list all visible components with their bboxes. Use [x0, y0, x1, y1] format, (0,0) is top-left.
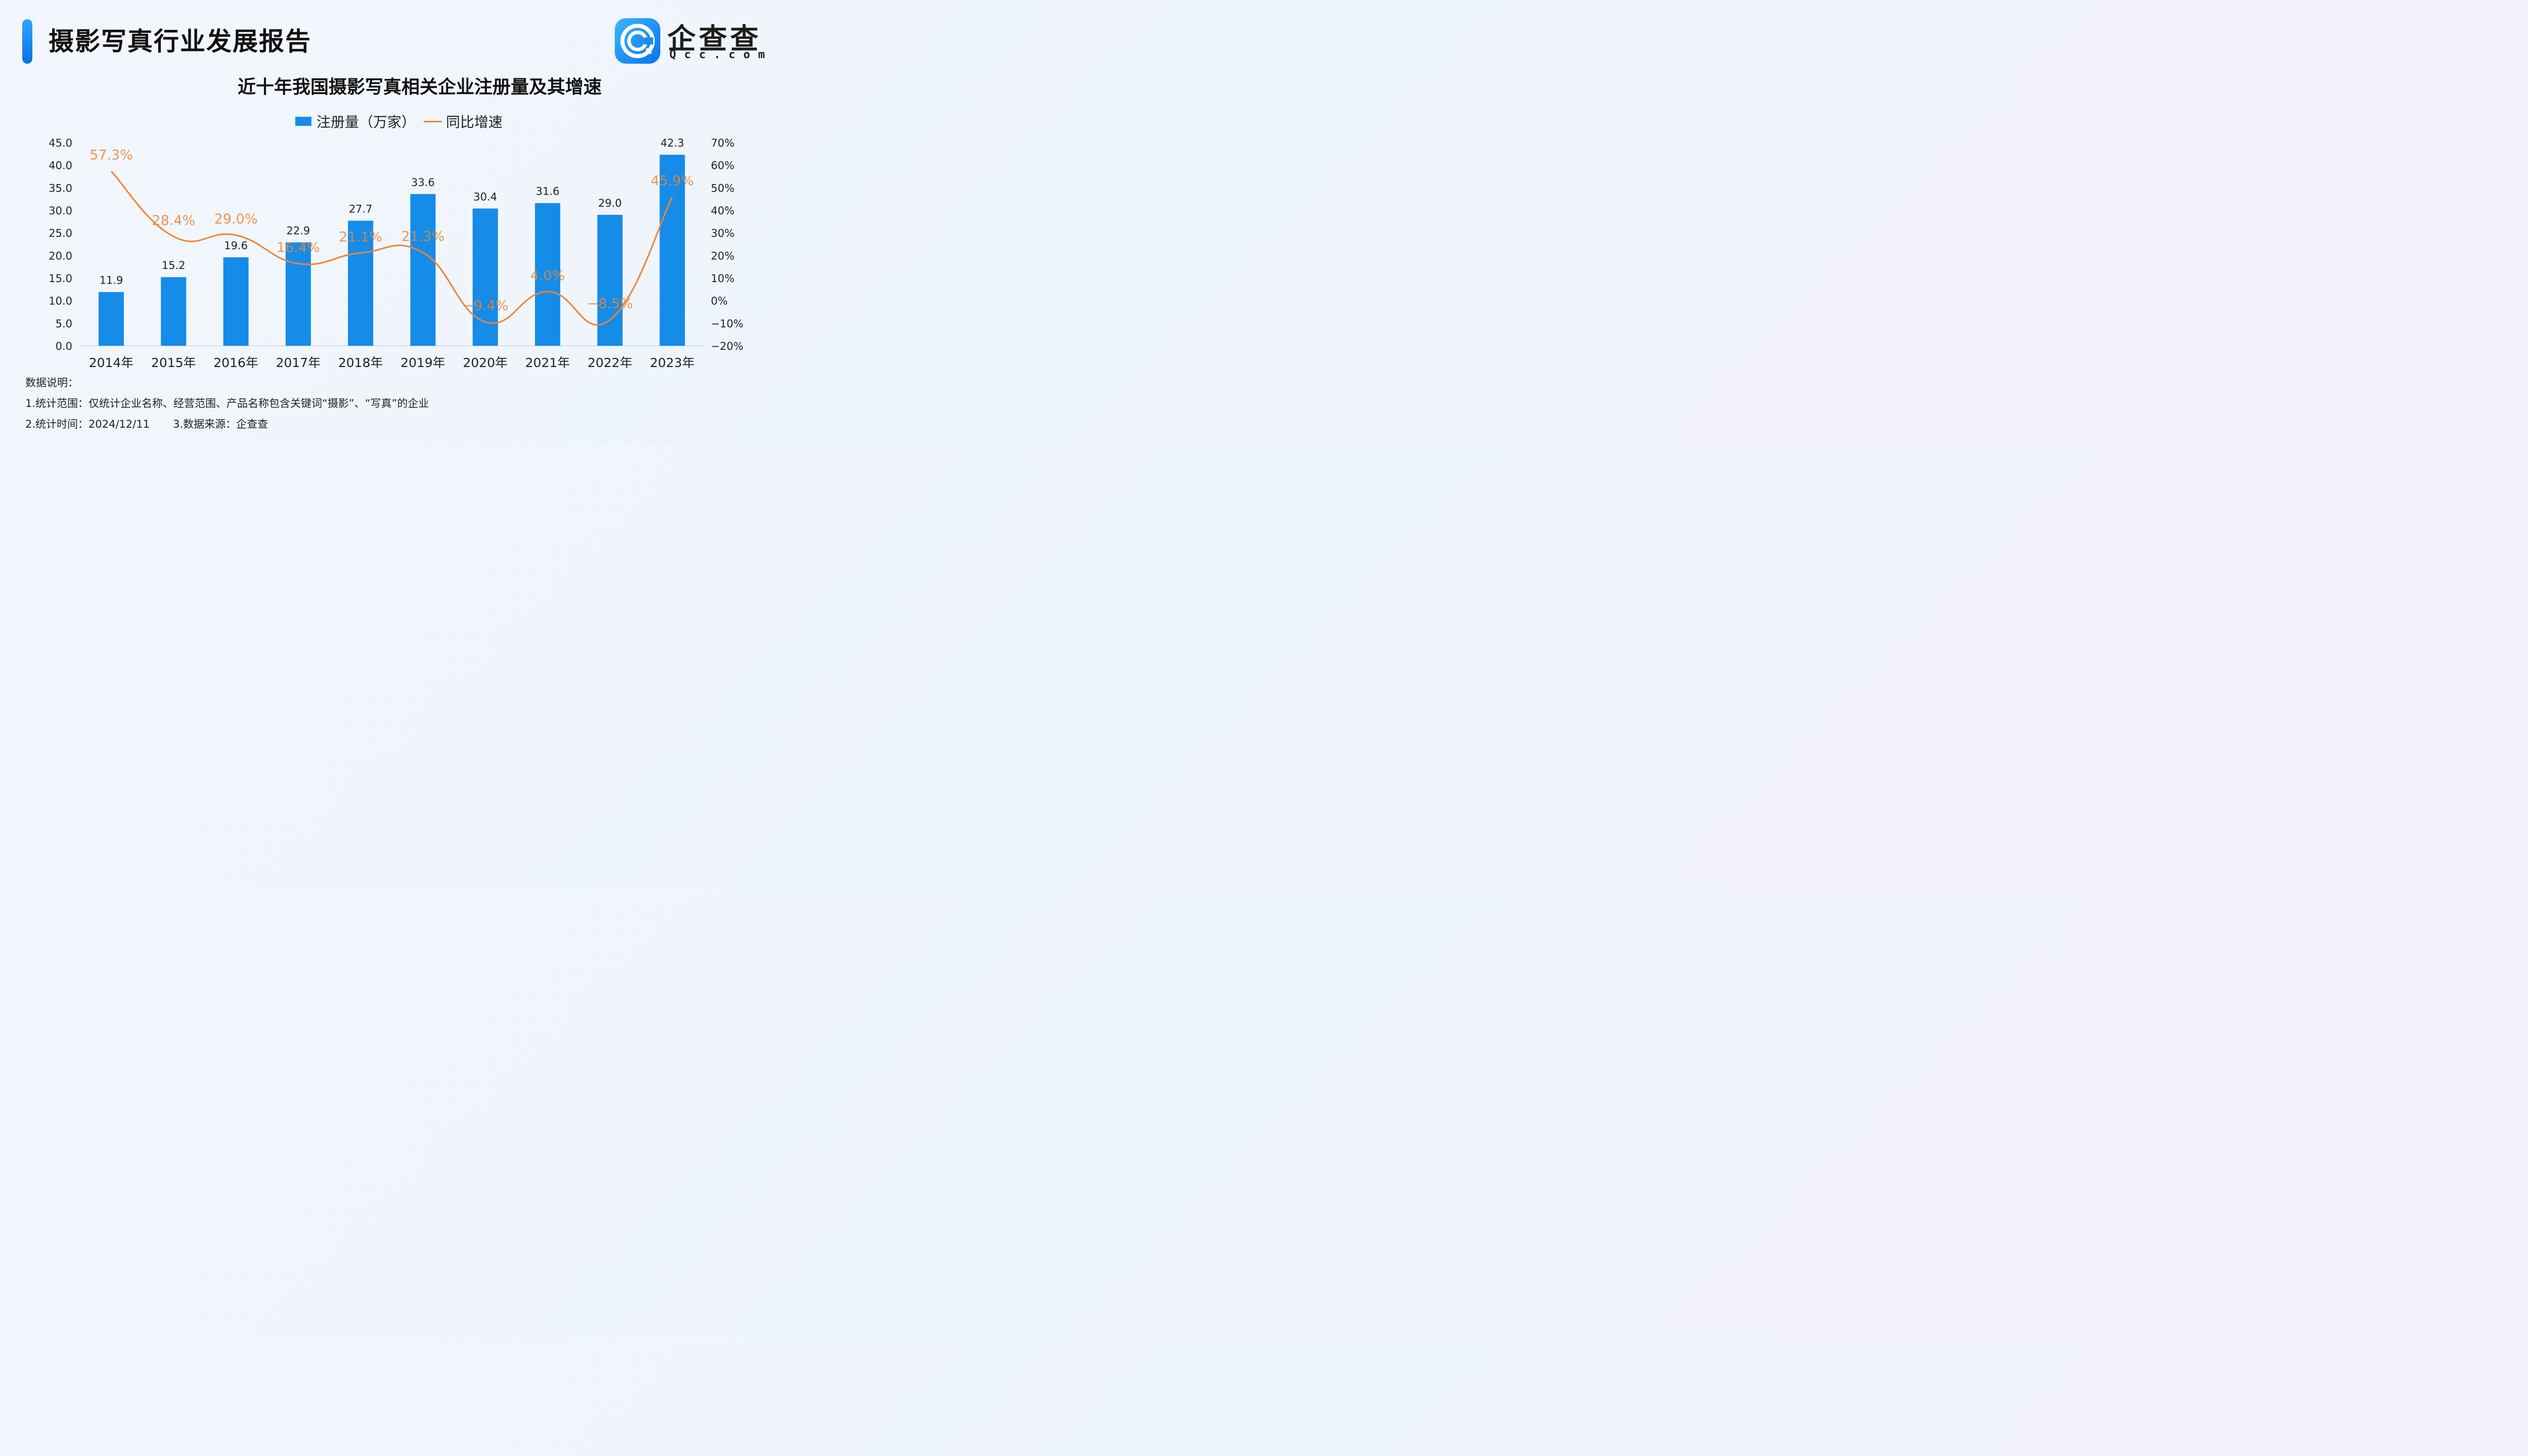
growth-value-label: 16.4% — [277, 240, 320, 255]
legend-label-growth: 同比增速 — [446, 114, 503, 130]
notes-time-source: 2.统计时间：2024/12/11 3.数据来源：企查查 — [25, 417, 429, 437]
notes-scope: 1.统计范围：仅统计企业名称、经营范围、产品名称包含关键词“摄影”、“写真”的企… — [25, 397, 429, 410]
y-right-tick-label: −10% — [711, 317, 743, 330]
growth-value-label: −8.5% — [587, 296, 633, 312]
y-left-tick-label: 15.0 — [49, 272, 72, 285]
y-left-tick-label: 35.0 — [49, 182, 72, 194]
chart-title: 近十年我国摄影写真相关企业注册量及其增速 — [237, 77, 602, 98]
bar — [410, 194, 436, 346]
y-right-tick-label: 0% — [711, 295, 728, 307]
growth-value-label: 28.4% — [152, 213, 195, 229]
combo-chart: 0.0 5.0 10.0 15.0 20.0 25.0 30.0 35.0 40.0 45.0 −2… — [49, 137, 743, 370]
legend-line-swatch — [424, 120, 442, 122]
qcc-logo: 企查查 Qcc.com — [615, 18, 766, 65]
bar — [472, 208, 498, 346]
bar-value-label: 11.9 — [100, 275, 123, 287]
bar — [285, 242, 311, 346]
data-notes: 数据说明： 1.统计范围：仅统计企业名称、经营范围、产品名称包含关键词“摄影”、… — [25, 375, 429, 437]
y-left-tick-label: 0.0 — [56, 340, 72, 352]
x-tick-label: 2017年 — [276, 355, 321, 370]
y-left-tick-label: 5.0 — [56, 317, 72, 330]
bar-value-label: 29.0 — [598, 197, 622, 209]
y-left-tick-label: 20.0 — [49, 250, 72, 262]
y-right-tick-label: 10% — [711, 272, 735, 285]
bar — [659, 155, 685, 346]
y-right-tick-label: 50% — [711, 182, 735, 194]
bar-value-label: 31.6 — [536, 186, 560, 198]
x-tick-label: 2015年 — [151, 355, 196, 370]
notes-source: 3.数据来源：企查查 — [173, 418, 268, 430]
bar-value-label: 27.7 — [349, 203, 373, 215]
bar-value-label: 33.6 — [411, 176, 435, 189]
bar — [597, 214, 623, 346]
bar — [348, 220, 374, 346]
bar — [535, 203, 561, 346]
growth-value-label: 29.0% — [214, 211, 258, 227]
y-left-tick-label: 45.0 — [49, 137, 72, 149]
growth-value-label: −9.4% — [462, 298, 508, 314]
growth-value-label: 21.1% — [339, 229, 382, 245]
title-accent-bar — [22, 19, 32, 64]
qcc-logo-icon — [615, 18, 660, 64]
x-tick-label: 2021年 — [525, 355, 570, 370]
y-right-tick-label: −20% — [711, 340, 743, 352]
y-right-tick-label: 40% — [711, 205, 735, 217]
y-left-tick-label: 10.0 — [49, 295, 72, 307]
bar — [161, 277, 187, 346]
notes-time: 2.统计时间：2024/12/11 — [25, 418, 150, 430]
report-title: 摄影写真行业发展报告 — [49, 27, 311, 56]
chart-legend: 注册量（万家） 同比增速 — [295, 111, 503, 131]
y-left-tick-label: 40.0 — [49, 160, 72, 172]
y-right-tick-label: 70% — [711, 137, 735, 149]
bar-value-label: 15.2 — [162, 259, 186, 271]
y-left-tick-label: 30.0 — [49, 205, 72, 217]
y-right-tick-label: 30% — [711, 228, 735, 240]
y-right-tick-label: 60% — [711, 160, 735, 172]
growth-value-label: 4.0% — [530, 268, 565, 284]
x-tick-label: 2016年 — [213, 355, 258, 370]
bar-value-label: 30.4 — [473, 191, 497, 203]
y-left-tick-label: 25.0 — [49, 228, 72, 240]
logo-wordmark-cn: 企查查 — [667, 23, 761, 56]
legend-label-registrations: 注册量（万家） — [317, 114, 416, 130]
x-tick-label: 2020年 — [463, 355, 508, 370]
y-right-tick-label: 20% — [711, 250, 735, 262]
bar — [223, 257, 249, 346]
x-tick-label: 2014年 — [89, 355, 134, 370]
growth-line — [110, 170, 673, 326]
bar-value-label: 42.3 — [660, 137, 684, 149]
bar — [99, 292, 124, 346]
notes-heading: 数据说明： — [25, 377, 78, 389]
growth-value-label: 57.3% — [89, 148, 133, 163]
bar-value-label: 19.6 — [224, 240, 248, 252]
x-tick-label: 2023年 — [650, 355, 695, 370]
bar-value-label: 22.9 — [287, 224, 310, 237]
x-tick-label: 2019年 — [400, 355, 445, 370]
x-tick-label: 2022年 — [588, 355, 633, 370]
legend-bar-swatch — [295, 117, 311, 126]
x-tick-label: 2018年 — [338, 355, 383, 370]
growth-value-label: 45.9% — [651, 173, 694, 189]
logo-wordmark-en: Qcc.com — [669, 49, 773, 61]
growth-value-label: 21.3% — [401, 229, 445, 245]
